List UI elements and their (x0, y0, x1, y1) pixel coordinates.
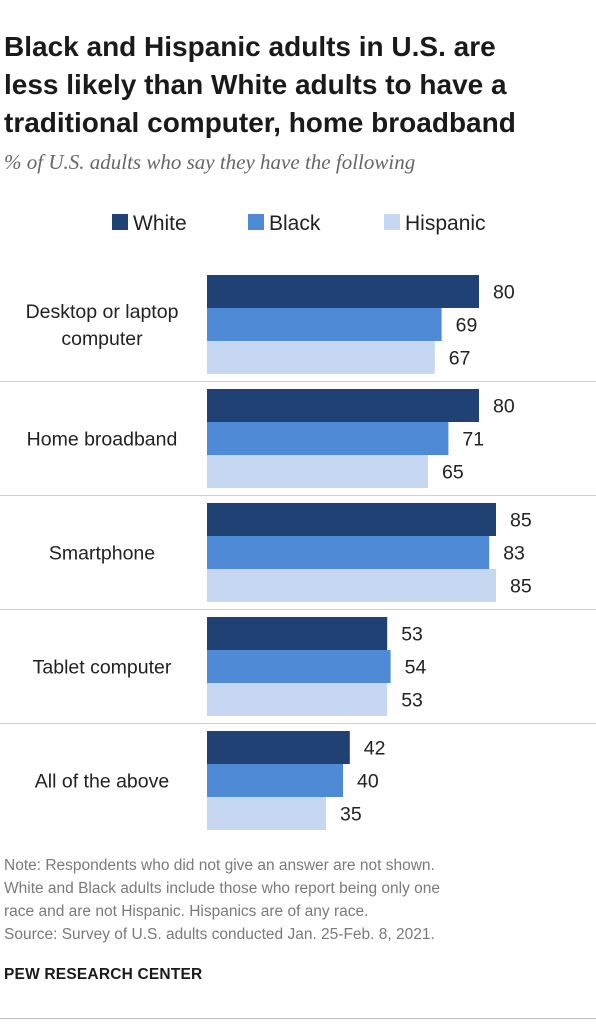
value-label: 80 (493, 396, 515, 418)
bar-hispanic (207, 797, 326, 830)
bottom-divider (0, 1018, 596, 1019)
value-label: 83 (503, 543, 525, 565)
legend-swatch-hispanic (384, 214, 400, 230)
category-label: Smartphone (49, 543, 155, 565)
bar-white (207, 617, 388, 650)
bar-black (207, 764, 343, 797)
value-label: 85 (510, 510, 532, 532)
value-label: 80 (493, 282, 515, 304)
value-label: 54 (405, 657, 427, 679)
bar-black (207, 536, 490, 569)
chart-subtitle: % of U.S. adults who say they have the f… (4, 150, 416, 174)
value-label: 40 (357, 771, 379, 793)
chart-title: Black and Hispanic adults in U.S. are le… (4, 28, 592, 142)
bar-white (207, 503, 496, 536)
category-label: computer (61, 328, 143, 350)
chart-title-line: less likely than White adults to have a (4, 69, 507, 100)
chart-title-line: Black and Hispanic adults in U.S. are (4, 31, 496, 62)
category-label: Tablet computer (33, 657, 172, 679)
category-label: Desktop or laptop (26, 301, 179, 323)
value-label: 53 (401, 624, 423, 646)
bar-hispanic (207, 455, 428, 488)
value-label: 53 (401, 690, 423, 712)
note-line: White and Black adults include those who… (4, 880, 440, 897)
category-label: Home broadband (27, 429, 178, 451)
value-label: 71 (462, 429, 484, 451)
legend-label-hispanic: Hispanic (405, 212, 486, 235)
value-label: 65 (442, 462, 464, 484)
value-label: 69 (456, 315, 478, 337)
value-label: 85 (510, 576, 532, 598)
value-label: 67 (449, 348, 471, 370)
bar-chart: White Black Hispanic Desktop or laptop compu… (0, 212, 596, 830)
bar-black (207, 422, 449, 455)
bar-black (207, 308, 442, 341)
bar-hispanic (207, 569, 496, 602)
note-line: race and are not Hispanic. Hispanics are… (4, 903, 369, 920)
legend-label-white: White (133, 212, 187, 235)
legend-swatch-black (248, 214, 264, 230)
source-line: Source: Survey of U.S. adults conducted … (4, 926, 435, 943)
bar-white (207, 731, 350, 764)
value-label: 35 (340, 804, 362, 826)
legend-label-black: Black (269, 212, 321, 235)
bar-black (207, 650, 391, 683)
bar-white (207, 275, 479, 308)
chart-title-line: traditional computer, home broadband (4, 107, 516, 138)
bar-hispanic (207, 341, 435, 374)
brand-name: PEW RESEARCH CENTER (4, 966, 203, 983)
bar-white (207, 389, 479, 422)
category-label: All of the above (35, 771, 169, 793)
chart-note: Note: Respondents who did not give an an… (4, 854, 590, 946)
note-line: Note: Respondents who did not give an an… (4, 857, 435, 874)
legend-swatch-white (112, 214, 128, 230)
value-label: 42 (364, 738, 386, 760)
bar-hispanic (207, 683, 388, 716)
